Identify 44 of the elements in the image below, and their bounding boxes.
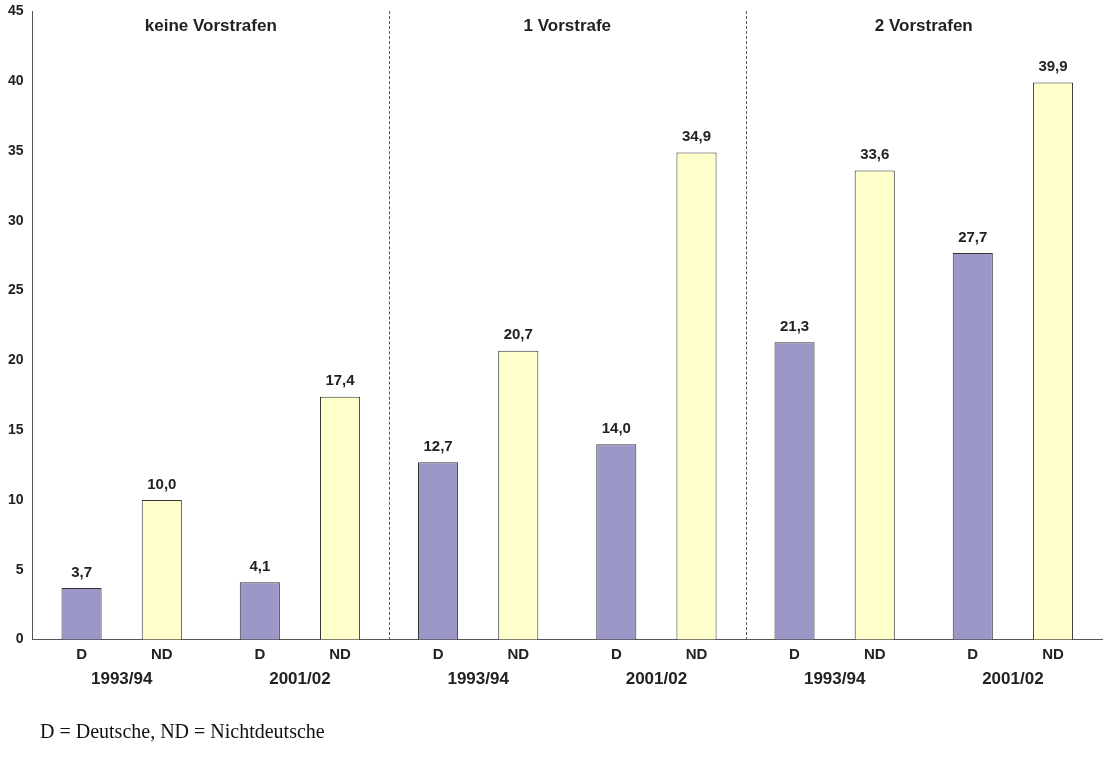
data-label: 3,7 (71, 562, 93, 580)
data-label: 10,0 (147, 474, 177, 492)
data-label: 14,0 (601, 418, 631, 436)
y-tick-label: 15 (7, 421, 24, 438)
annotation: 2 Vorstrafen (874, 15, 973, 35)
text: ND (1042, 645, 1064, 663)
data-label: 21,3 (779, 316, 810, 334)
data-label: 4,1 (249, 557, 271, 574)
y-tick-label: 40 (7, 72, 24, 89)
text: D = Deutsche, ND = Nichtdeutsche (40, 720, 326, 743)
series-label: ND (150, 645, 173, 663)
data-label: 27,7 (958, 227, 988, 245)
text: ND (685, 645, 708, 663)
y-tick-label: 45 (7, 2, 24, 19)
y-tick-label: 10 (7, 490, 24, 507)
text: ND (863, 645, 886, 663)
text: D (967, 645, 979, 663)
series-label: D (76, 645, 88, 663)
y-tick-label: 20 (7, 351, 24, 368)
x-tick-label: 1993/94 (90, 669, 153, 689)
x-tick-label: 1993/94 (447, 669, 510, 689)
text: D (789, 645, 800, 663)
text: D (254, 645, 266, 663)
y-tick-label: 5 (15, 560, 24, 577)
annotation: 1 Vorstrafe (523, 15, 612, 35)
data-label: 20,7 (503, 325, 533, 343)
y-tick-label: 35 (7, 141, 24, 158)
data-label: 12,7 (423, 436, 453, 454)
x-tick-label: 2001/02 (982, 669, 1044, 689)
text: ND (329, 645, 351, 663)
text: D (432, 645, 444, 663)
data-label: 17,4 (325, 371, 356, 389)
data-label: 33,6 (860, 145, 890, 163)
data-label: 39,9 (1038, 57, 1068, 75)
x-tick-label: 1993/94 (803, 669, 866, 689)
x-tick-label: 2001/02 (625, 669, 688, 689)
y-tick-label: 30 (7, 211, 24, 228)
y-tick-label: 25 (7, 281, 24, 298)
data-label: 34,9 (681, 127, 712, 145)
text: D (610, 645, 622, 663)
x-tick-label: 2001/02 (269, 669, 331, 689)
annotation: keine Vorstrafen (144, 15, 277, 35)
y-tick-label: 0 (15, 630, 24, 647)
text: ND (507, 645, 530, 663)
